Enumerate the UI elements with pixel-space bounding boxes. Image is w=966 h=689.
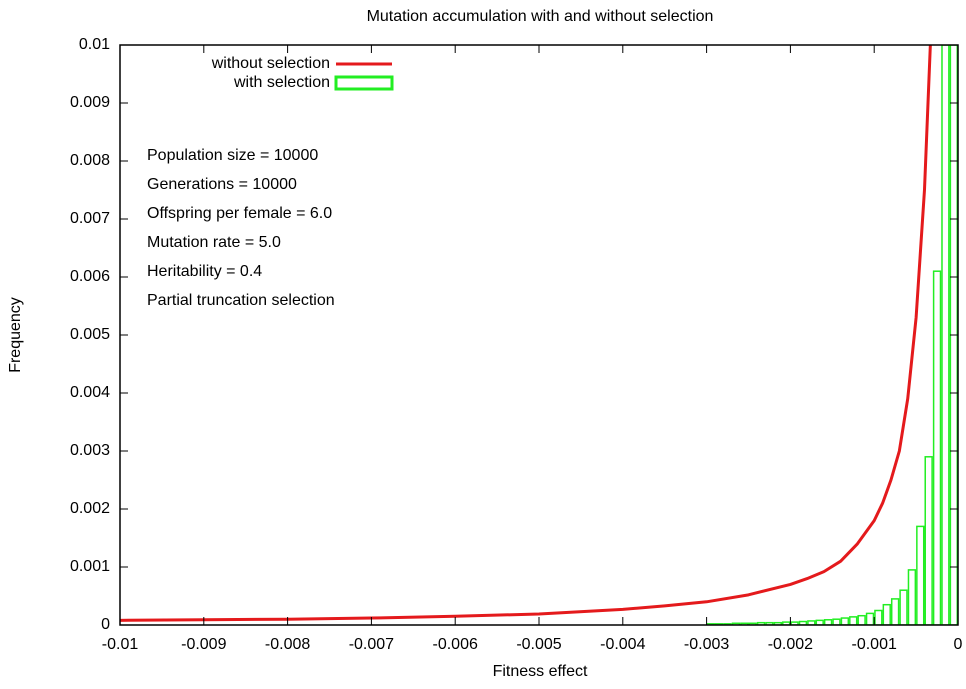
legend-swatch (334, 75, 394, 91)
histogram-bar (916, 525, 925, 625)
x-tick-label: -0.002 (768, 636, 813, 653)
legend-label: with selection (233, 74, 330, 91)
y-tick-label: 0.01 (79, 36, 110, 53)
histogram-bar (731, 622, 741, 625)
x-tick-label: -0.007 (349, 636, 394, 653)
x-tick-label: -0.005 (516, 636, 561, 653)
annotation: Partial truncation selection (147, 292, 335, 309)
plot-frame (119, 44, 959, 626)
y-tick-label: 0.005 (70, 326, 110, 343)
histogram-bar (865, 612, 875, 625)
histogram-bar (874, 609, 883, 625)
y-tick-label: 0.003 (70, 442, 110, 459)
annotation: Offspring per female = 6.0 (147, 205, 332, 222)
histogram-bar (740, 622, 749, 625)
histogram-bar (882, 603, 891, 625)
annotation: Heritability = 0.4 (147, 263, 262, 280)
x-tick-label: 0 (954, 636, 963, 653)
histogram-bar (899, 589, 908, 625)
annotation: Mutation rate = 5.0 (147, 234, 281, 251)
y-tick-label: 0.004 (70, 384, 110, 401)
y-tick-label: 0.007 (70, 210, 110, 227)
y-tick-label: 0.008 (70, 152, 110, 169)
histogram-bar (890, 598, 900, 625)
y-axis-label: Frequency (7, 297, 24, 373)
x-tick-label: -0.01 (102, 636, 139, 653)
x-tick-label: -0.008 (265, 636, 310, 653)
histogram-bar (932, 270, 942, 625)
histogram-bar (857, 614, 866, 625)
histogram-bar (849, 616, 858, 625)
y-tick-label: 0.009 (70, 94, 110, 111)
y-tick-label: 0.006 (70, 268, 110, 285)
data-line (120, 45, 932, 622)
histogram-bar (907, 569, 917, 625)
x-tick-label: -0.003 (684, 636, 729, 653)
x-tick-label: -0.001 (852, 636, 897, 653)
histogram-bar (798, 620, 808, 625)
histogram-bar (832, 618, 841, 625)
annotation: Population size = 10000 (147, 147, 318, 164)
x-tick-label: -0.004 (600, 636, 645, 653)
histogram-bar (748, 622, 757, 625)
plot-area (120, 45, 958, 625)
chart-title: Mutation accumulation with and without s… (367, 8, 714, 25)
y-tick-label: 0.001 (70, 558, 110, 575)
x-axis-label: Fitness effect (493, 663, 588, 680)
y-tick-label: 0 (101, 616, 110, 633)
x-tick-label: -0.009 (181, 636, 226, 653)
annotation: Generations = 10000 (147, 176, 297, 193)
histogram-bar (941, 45, 950, 625)
histogram-bar (924, 456, 933, 625)
histogram-bar (840, 617, 850, 625)
histogram-bar (807, 620, 816, 625)
legend-label: without selection (211, 55, 330, 72)
x-tick-label: -0.006 (433, 636, 478, 653)
y-tick-label: 0.002 (70, 500, 110, 517)
histogram-bar (823, 619, 833, 625)
